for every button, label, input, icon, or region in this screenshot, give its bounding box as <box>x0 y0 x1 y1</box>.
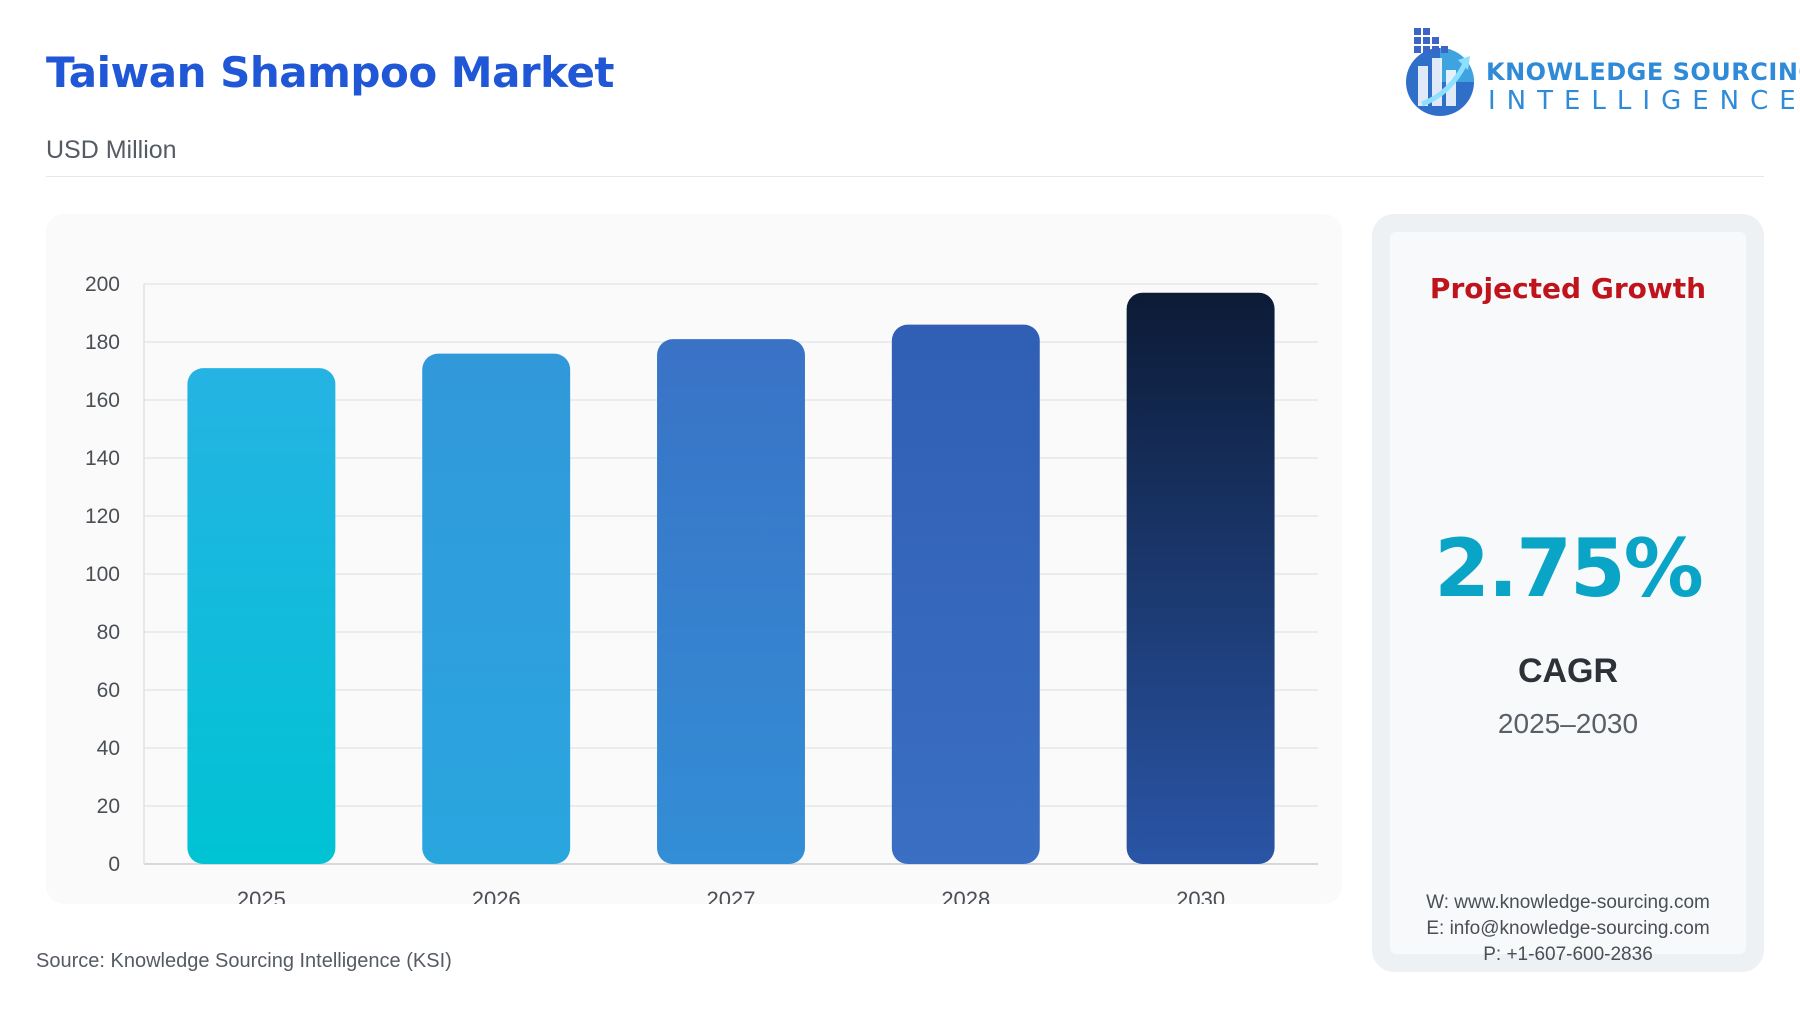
bar-2025 <box>187 368 336 864</box>
cagr-label: CAGR <box>1517 652 1619 690</box>
contact-email: E: info@knowledge-sourcing.com <box>1426 918 1710 939</box>
header-divider <box>46 176 1764 177</box>
bar-2026 <box>422 353 571 864</box>
chart-card: 0 20 40 60 80 100 120 140 160 180 200 2025 2026 2027 2… <box>46 214 1342 904</box>
bar-2030 <box>1126 292 1275 864</box>
logo-text-line1: KNOWLEDGE SOURCING <box>1486 58 1800 86</box>
x-tick-label: 2028 <box>941 887 990 904</box>
y-tick-label: 100 <box>85 563 120 586</box>
y-tick-label: 80 <box>97 621 120 644</box>
y-tick-label: 180 <box>85 331 120 354</box>
bar-2027 <box>657 339 805 865</box>
y-tick-label: 20 <box>97 795 120 818</box>
bar-2028 <box>891 324 1040 865</box>
page-title: Taiwan Shampoo Market <box>46 48 615 97</box>
x-tick-label: 2025 <box>237 887 286 904</box>
y-tick-label: 120 <box>85 505 120 528</box>
y-tick-label: 140 <box>85 447 120 470</box>
y-tick-label: 60 <box>97 679 120 702</box>
contact-website: W: www.knowledge-sourcing.com <box>1426 892 1710 913</box>
x-tick-label: 2030 <box>1176 887 1225 904</box>
logo-text-line2: INTELLIGENCE <box>1488 86 1800 116</box>
bar-chart: 0 20 40 60 80 100 120 140 160 180 200 2025 2026 2027 2… <box>85 273 1318 904</box>
ksi-logo-icon <box>1406 28 1474 116</box>
y-tick-label: 0 <box>108 853 120 876</box>
company-logo: KNOWLEDGE SOURCING INTELLIGENCE <box>1400 22 1800 122</box>
x-tick-label: 2026 <box>472 887 521 904</box>
cagr-value: 2.75% <box>1434 522 1704 615</box>
unit-subtitle: USD Million <box>46 136 177 164</box>
growth-panel-inner: Projected Growth 2.75% CAGR 2025–2030 W:… <box>1390 232 1746 965</box>
y-tick-label: 40 <box>97 737 120 760</box>
projected-growth-heading: Projected Growth <box>1429 272 1707 305</box>
growth-panel: Projected Growth 2.75% CAGR 2025–2030 W:… <box>1372 214 1764 972</box>
y-tick-label: 160 <box>85 389 120 412</box>
contact-phone: P: +1-607-600-2836 <box>1483 944 1653 965</box>
source-note: Source: Knowledge Sourcing Intelligence … <box>36 950 452 972</box>
y-tick-label: 200 <box>85 273 120 296</box>
cagr-period: 2025–2030 <box>1497 708 1639 739</box>
x-tick-label: 2027 <box>707 887 756 904</box>
